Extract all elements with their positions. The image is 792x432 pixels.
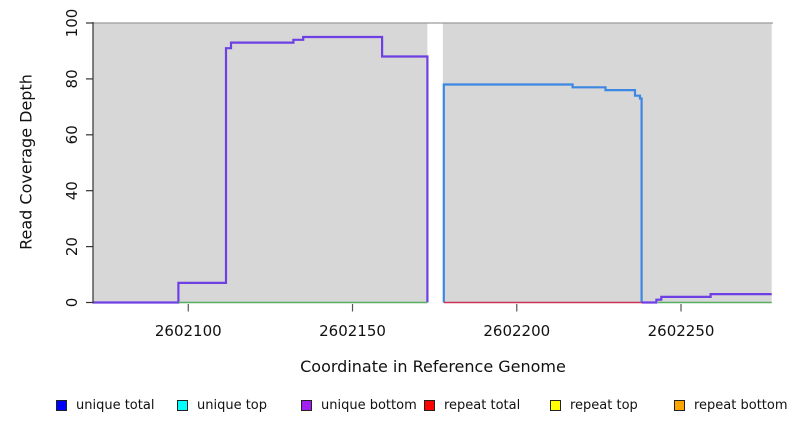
legend-swatch-repeat-top bbox=[550, 400, 561, 411]
y-tick-label: 100 bbox=[63, 9, 81, 38]
legend-label: repeat top bbox=[570, 398, 638, 413]
legend-item-repeat-total: repeat total bbox=[424, 398, 520, 413]
legend-label: unique top bbox=[197, 398, 268, 413]
legend-item-repeat-top: repeat top bbox=[550, 398, 638, 413]
coverage-chart-canvas: 0 20 40 60 80 100 2602100 2602150 2602200 2602250 bbox=[63, 9, 773, 340]
legend-swatch-unique-total bbox=[56, 400, 67, 411]
x-tick-label: 2602250 bbox=[648, 322, 715, 340]
right-gray-panel bbox=[442, 23, 772, 303]
y-tick-label: 40 bbox=[63, 181, 81, 200]
legend-item-unique-bottom: unique bottom bbox=[301, 398, 417, 413]
legend-swatch-repeat-total bbox=[424, 400, 435, 411]
y-tick-label: 80 bbox=[63, 69, 81, 88]
legend-swatch-unique-bottom bbox=[301, 400, 312, 411]
x-tick-label: 2602200 bbox=[483, 322, 550, 340]
legend-swatch-unique-top bbox=[177, 400, 188, 411]
left-gray-panel bbox=[93, 23, 428, 303]
legend-item-unique-total: unique total bbox=[56, 398, 154, 413]
legend-item-unique-top: unique top bbox=[177, 398, 267, 413]
series-line-2 bbox=[641, 293, 772, 304]
legend-item-repeat-bottom: repeat bottom bbox=[674, 398, 788, 413]
series-line-1 bbox=[442, 83, 643, 303]
series-line-0 bbox=[93, 35, 429, 304]
legend-label: repeat total bbox=[444, 398, 521, 413]
y-axis-title: Read Coverage Depth bbox=[16, 74, 36, 250]
chart-legend: unique total unique top unique bottom repea… bbox=[0, 398, 792, 424]
y-tick-label: 20 bbox=[63, 237, 81, 256]
x-axis-title: Coordinate in Reference Genome bbox=[300, 357, 566, 376]
legend-label: repeat bottom bbox=[694, 398, 788, 413]
legend-label: unique total bbox=[76, 398, 155, 413]
legend-swatch-repeat-bottom bbox=[674, 400, 685, 411]
x-tick-label: 2602100 bbox=[155, 322, 222, 340]
y-tick-label: 0 bbox=[63, 298, 81, 308]
x-tick-label: 2602150 bbox=[319, 322, 386, 340]
y-tick-label: 60 bbox=[63, 125, 81, 144]
legend-label: unique bottom bbox=[321, 398, 417, 413]
